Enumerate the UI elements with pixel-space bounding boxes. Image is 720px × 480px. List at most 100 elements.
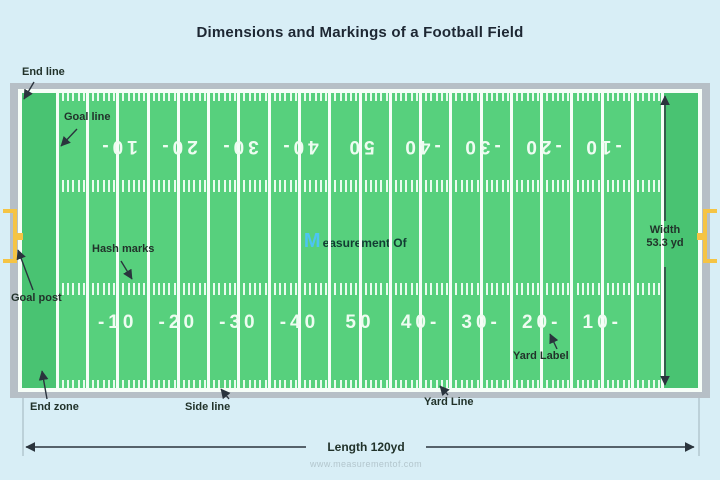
boundary-tick-bottom: [658, 380, 661, 388]
hash-mark-lower: [501, 283, 504, 296]
hash-mark-upper: [647, 180, 650, 193]
yard-number-bottom: -10: [97, 311, 138, 333]
boundary-tick-top: [642, 93, 645, 101]
hash-mark-lower: [243, 283, 246, 296]
hash-mark-lower: [350, 283, 353, 296]
hash-mark-lower: [622, 283, 625, 296]
boundary-tick-top: [460, 93, 463, 101]
boundary-tick-top: [182, 93, 185, 101]
boundary-tick-top: [284, 93, 287, 101]
hash-mark-upper: [606, 180, 609, 193]
watermark-m: M: [303, 229, 321, 252]
boundary-tick-bottom: [446, 380, 449, 388]
hash-mark-upper: [364, 180, 367, 193]
hash-mark-lower: [204, 283, 207, 296]
boundary-tick-bottom: [587, 380, 590, 388]
boundary-tick-bottom: [152, 380, 155, 388]
hash-mark-lower: [562, 283, 565, 296]
hash-mark-upper: [355, 180, 358, 193]
boundary-tick-top: [325, 93, 328, 101]
boundary-tick-bottom: [350, 380, 353, 388]
boundary-tick-bottom: [339, 380, 342, 388]
hash-mark-upper: [264, 180, 267, 193]
hash-mark-upper: [91, 180, 94, 193]
boundary-tick-bottom: [515, 380, 518, 388]
hash-mark-upper: [248, 180, 251, 193]
boundary-tick-bottom: [188, 380, 191, 388]
boundary-tick-bottom: [430, 380, 433, 388]
boundary-tick-top: [122, 93, 125, 101]
boundary-tick-bottom: [537, 380, 540, 388]
boundary-tick-top: [465, 93, 468, 101]
boundary-tick-bottom: [259, 380, 262, 388]
boundary-tick-top: [229, 93, 232, 101]
boundary-tick-top: [113, 93, 116, 101]
boundary-tick-top: [254, 93, 256, 101]
yard-line: [479, 93, 483, 388]
hash-mark-upper: [628, 180, 631, 193]
boundary-tick-top: [446, 93, 449, 101]
hash-mark-upper: [658, 180, 661, 193]
hash-mark-upper: [254, 180, 256, 193]
hash-mark-lower: [490, 283, 493, 296]
boundary-tick-top: [587, 93, 590, 101]
boundary-tick-top: [127, 93, 130, 101]
hash-mark-upper: [193, 180, 196, 193]
boundary-tick-bottom: [182, 380, 185, 388]
label-yard-label: Yard Label: [513, 350, 569, 362]
yard-number-top: 50: [345, 136, 375, 158]
boundary-tick-bottom: [143, 380, 146, 388]
hash-mark-upper: [344, 180, 347, 193]
boundary-tick-top: [102, 93, 105, 101]
hash-mark-lower: [325, 283, 328, 296]
goal-post-right-upright-top: [703, 209, 717, 213]
yard-line: [449, 93, 453, 388]
boundary-tick-top: [485, 93, 488, 101]
hash-mark-upper: [152, 180, 155, 193]
hash-mark-upper: [653, 180, 655, 193]
boundary-tick-top: [515, 93, 518, 101]
hash-mark-upper: [369, 180, 372, 193]
boundary-tick-top: [501, 93, 504, 101]
hash-mark-upper: [587, 180, 590, 193]
boundary-tick-top: [91, 93, 94, 101]
hash-mark-upper: [278, 180, 281, 193]
hash-mark-lower: [612, 283, 615, 296]
boundary-tick-bottom: [97, 380, 100, 388]
boundary-tick-top: [455, 93, 458, 101]
boundary-tick-top: [289, 93, 292, 101]
hash-mark-upper: [334, 180, 337, 193]
boundary-tick-top: [143, 93, 146, 101]
hash-mark-upper: [597, 180, 600, 193]
boundary-tick-bottom: [622, 380, 625, 388]
hash-mark-upper: [314, 180, 317, 193]
boundary-tick-top: [562, 93, 565, 101]
boundary-tick-top: [658, 93, 661, 101]
boundary-tick-bottom: [496, 380, 499, 388]
hash-mark-upper: [612, 180, 615, 193]
yard-line: [388, 93, 392, 388]
hash-mark-lower: [642, 283, 645, 296]
hash-mark-lower: [102, 283, 105, 296]
label-end-zone: End zone: [30, 401, 79, 413]
boundary-tick-top: [637, 93, 640, 101]
hash-mark-lower: [364, 283, 367, 296]
hash-mark-upper: [526, 180, 529, 193]
boundary-tick-bottom: [597, 380, 600, 388]
boundary-tick-bottom: [254, 380, 256, 388]
boundary-tick-top: [581, 93, 584, 101]
boundary-tick-bottom: [617, 380, 620, 388]
hash-mark-lower: [587, 283, 590, 296]
hash-mark-upper: [642, 180, 645, 193]
boundary-tick-bottom: [243, 380, 246, 388]
hash-mark-upper: [521, 180, 524, 193]
hash-mark-lower: [592, 283, 595, 296]
boundary-tick-top: [273, 93, 276, 101]
yard-line: [600, 93, 604, 388]
hash-mark-lower: [152, 283, 155, 296]
yard-line: [631, 93, 635, 388]
boundary-tick-top: [198, 93, 201, 101]
yard-number-top: 40-: [279, 136, 320, 158]
boundary-tick-top: [416, 93, 419, 101]
